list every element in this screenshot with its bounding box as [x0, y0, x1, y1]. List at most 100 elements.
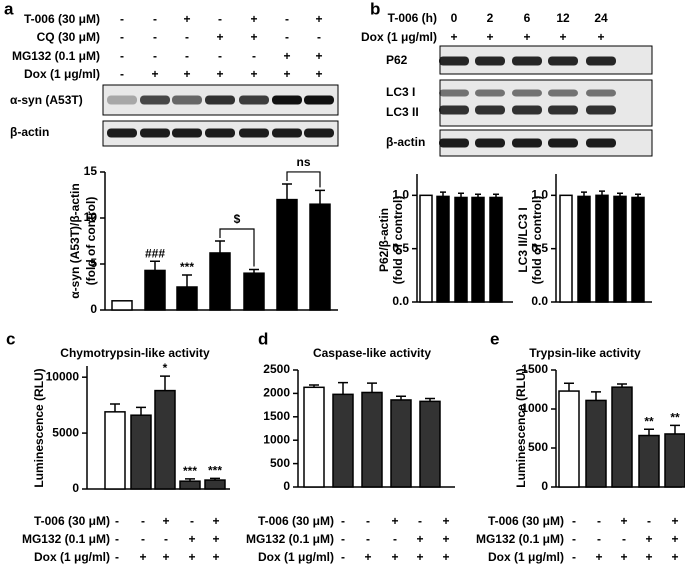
error-bar — [160, 375, 170, 391]
bar — [209, 252, 231, 311]
treatment-mark: + — [391, 514, 398, 528]
blot-band — [475, 89, 505, 97]
treatment-label: MG132 (0.1 μM) — [476, 532, 564, 546]
bar — [559, 194, 573, 303]
error-bar — [309, 384, 319, 388]
treatment-mark: - — [317, 30, 321, 44]
blot-band — [586, 105, 616, 115]
blot-band — [140, 95, 170, 105]
bar — [631, 196, 645, 303]
treatment-mark: + — [315, 12, 322, 26]
blot-frame — [439, 79, 653, 127]
treatment-label: MG132 (0.1 μM) — [22, 532, 110, 546]
bar — [111, 300, 133, 311]
treatment-mark: + — [416, 550, 423, 564]
y-tick-label: 2000 — [263, 386, 290, 400]
y-tick-label: 0.5 — [531, 241, 548, 255]
y-tick-label: 1.0 — [392, 188, 409, 202]
treatment-mark: + — [315, 49, 322, 63]
y-axis-label: (fold of control) — [84, 197, 98, 286]
treatment-mark: + — [364, 550, 371, 564]
bar — [419, 400, 441, 488]
treatment-mark: + — [645, 532, 652, 546]
blot-label: β-actin — [10, 125, 49, 139]
blot-band — [239, 128, 269, 138]
treatment-mark: + — [283, 49, 290, 63]
blot-label: LC3 I — [386, 85, 415, 99]
blot-band — [548, 138, 578, 148]
y-tick-label: 1.0 — [531, 188, 548, 202]
bar — [144, 269, 166, 311]
y-tick-label: 1500 — [263, 409, 290, 423]
treatment-label: MG132 (0.1 μM) — [12, 49, 100, 63]
blot-band — [304, 95, 334, 105]
treatment-mark: - — [141, 532, 145, 546]
treatment-mark: + — [212, 550, 219, 564]
treatment-mark: + — [250, 67, 257, 81]
blot-band — [512, 56, 542, 66]
y-axis-label: LC3 II/LC3 I — [516, 207, 530, 272]
blot-frame — [439, 45, 653, 75]
chart-title: Trypsin-like activity — [529, 346, 641, 360]
significance-label: *** — [183, 464, 197, 478]
treatment-mark: - — [185, 30, 189, 44]
treatment-mark: + — [559, 30, 566, 44]
error-bar — [282, 183, 292, 200]
bar — [176, 286, 198, 311]
treatment-mark: + — [671, 550, 678, 564]
error-bar — [475, 193, 481, 198]
treatment-mark: + — [212, 514, 219, 528]
blot-label: β-actin — [386, 135, 425, 149]
blot-label: α-syn (A53T) — [10, 93, 83, 107]
y-tick-label: 0.5 — [392, 241, 409, 255]
blot-band — [439, 56, 469, 66]
y-axis-label: (fold of control) — [530, 196, 544, 285]
treatment-mark: + — [620, 514, 627, 528]
treatment-mark: - — [572, 532, 576, 546]
treatment-mark: - — [115, 514, 119, 528]
bar — [154, 389, 176, 490]
treatment-label: Dox (1 μg/ml) — [258, 550, 334, 564]
treatment-label: Dox (1 μg/ml) — [24, 67, 100, 81]
error-bar — [635, 193, 641, 198]
bar — [454, 196, 468, 303]
blot-band — [512, 105, 542, 115]
blot-band — [548, 105, 578, 115]
treatment-mark: + — [450, 30, 457, 44]
bar — [332, 393, 354, 488]
bar — [611, 386, 633, 488]
treatment-mark: - — [153, 30, 157, 44]
treatment-mark: + — [391, 550, 398, 564]
treatment-mark: + — [315, 67, 322, 81]
significance-label: * — [163, 361, 168, 375]
treatment-mark: - — [185, 49, 189, 63]
error-bar — [338, 381, 348, 395]
treatment-mark: - — [647, 514, 651, 528]
y-tick-label: 0.0 — [531, 294, 548, 308]
y-tick-label: 1500 — [521, 362, 548, 376]
treatment-mark: + — [188, 550, 195, 564]
panel-letter: c — [6, 329, 15, 348]
blot-band — [475, 138, 505, 148]
blot-band — [475, 56, 505, 66]
y-tick-label: 0 — [72, 481, 79, 495]
treatment-mark: - — [341, 532, 345, 546]
treatment-mark: 0 — [451, 11, 458, 25]
treatment-mark: - — [153, 12, 157, 26]
treatment-mark: + — [442, 532, 449, 546]
treatment-mark: + — [523, 30, 530, 44]
error-bar — [644, 428, 654, 436]
bar — [309, 203, 331, 311]
treatment-mark: 6 — [524, 11, 531, 25]
blot-band — [272, 128, 302, 138]
bar — [104, 411, 126, 490]
y-axis-label: P62/β-actin — [377, 208, 391, 272]
blot-band — [586, 56, 616, 66]
treatment-label: T-006 (30 μM) — [488, 514, 564, 528]
y-axis-label: Luminescence (RLU) — [514, 368, 528, 487]
blot-band — [439, 105, 469, 115]
error-bar — [185, 478, 195, 482]
y-tick-label: 0 — [283, 479, 290, 493]
treatment-mark: + — [250, 30, 257, 44]
error-bar — [210, 477, 220, 481]
